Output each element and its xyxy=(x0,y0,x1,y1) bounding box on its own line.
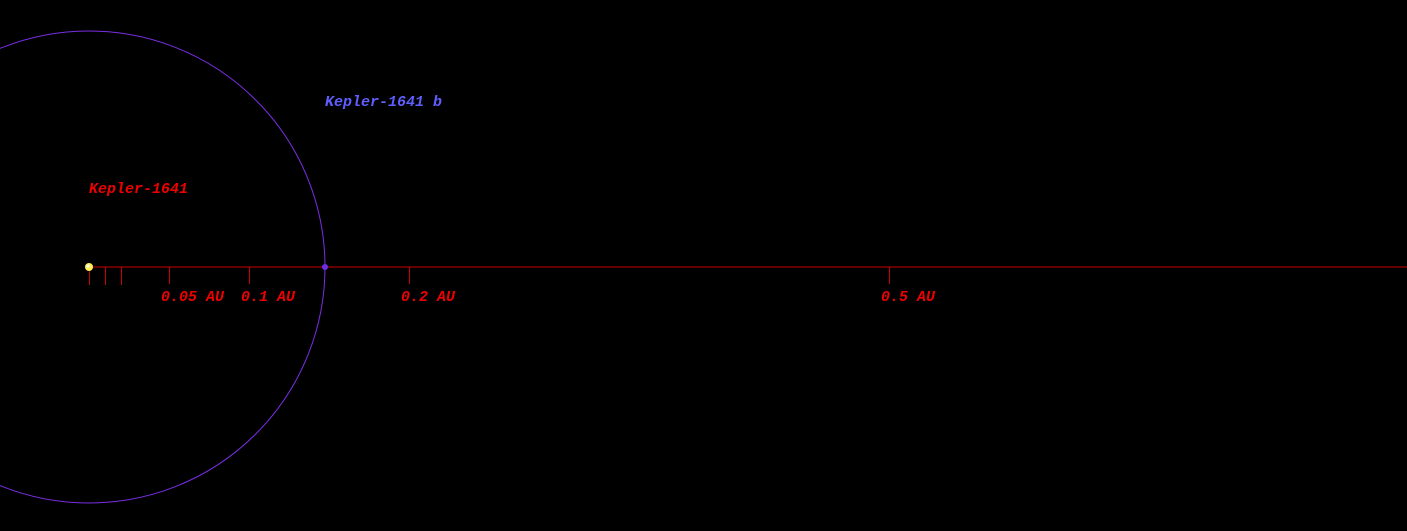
star-label: Kepler-1641 xyxy=(89,181,188,198)
planet xyxy=(322,264,328,270)
scale-label: 0.1 AU xyxy=(241,289,296,306)
scale-label: 0.2 AU xyxy=(401,289,456,306)
scale-label: 0.5 AU xyxy=(881,289,936,306)
scale-label: 0.05 AU xyxy=(161,289,225,306)
planet-label: Kepler-1641 b xyxy=(325,94,442,111)
star-highlight xyxy=(86,264,90,268)
